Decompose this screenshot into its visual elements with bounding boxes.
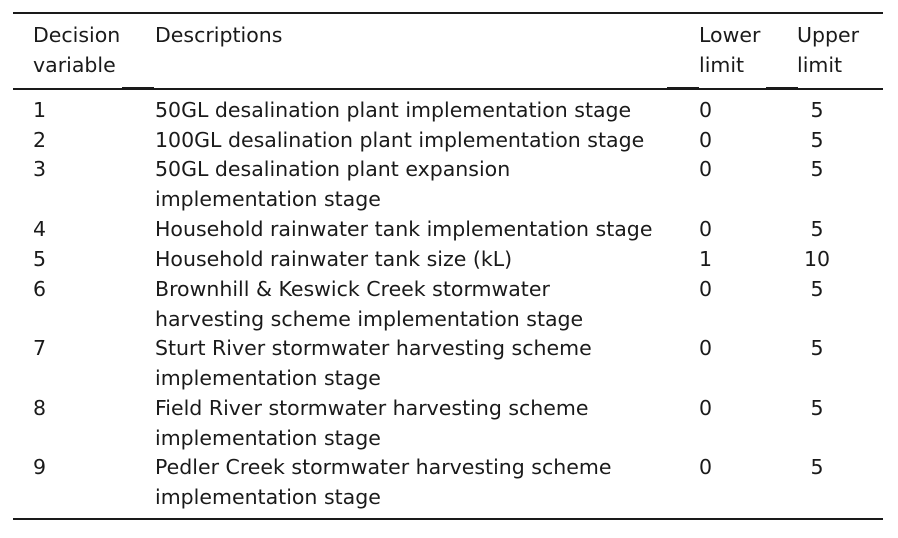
description-line: implementation stage xyxy=(155,186,381,211)
description-line: Field River stormwater harvesting scheme xyxy=(155,396,589,420)
row-lower-limit: 0 xyxy=(699,396,713,420)
header-lower-limit: Lower limit xyxy=(699,21,760,80)
row-upper-limit: 5 xyxy=(810,217,824,241)
description-line: Sturt River stormwater harvesting scheme xyxy=(155,336,592,360)
row-lower-limit: 0 xyxy=(699,336,713,360)
table-header-rule xyxy=(13,88,883,90)
header-decision-variable: Decision variable xyxy=(33,21,120,80)
row-lower-limit: 0 xyxy=(699,455,713,479)
row-upper-limit: 5 xyxy=(810,336,824,360)
description-line: Household rainwater tank size (kL) xyxy=(155,247,513,271)
description-line: Brownhill & Keswick Creek stormwater xyxy=(155,277,550,301)
row-description: 50GL desalination plant implementation s… xyxy=(155,96,631,126)
row-variable-id: 5 xyxy=(33,247,47,271)
header-line: Lower xyxy=(699,23,761,47)
header-upper-limit: Upper limit xyxy=(797,21,859,80)
row-upper-limit: 5 xyxy=(810,396,824,420)
description-line: 100GL desalination plant implementation … xyxy=(155,128,645,152)
row-lower-limit: 0 xyxy=(699,128,713,152)
header-rule-tick xyxy=(766,87,798,90)
header-line: variable xyxy=(33,52,116,77)
row-variable-id: 4 xyxy=(33,217,47,241)
row-variable-id: 2 xyxy=(33,128,47,152)
row-upper-limit: 5 xyxy=(810,455,824,479)
row-upper-limit: 5 xyxy=(810,98,824,122)
row-upper-limit: 5 xyxy=(810,157,824,181)
row-description: 50GL desalination plant expansion implem… xyxy=(155,155,510,214)
table-bottom-rule xyxy=(13,518,883,520)
row-lower-limit: 0 xyxy=(699,157,713,181)
row-description: Brownhill & Keswick Creek stormwater har… xyxy=(155,275,583,334)
row-description: Pedler Creek stormwater harvesting schem… xyxy=(155,453,611,512)
row-variable-id: 9 xyxy=(33,455,47,479)
header-line: limit xyxy=(699,52,745,77)
header-line: limit xyxy=(797,52,843,77)
description-line: implementation stage xyxy=(155,484,381,509)
row-variable-id: 3 xyxy=(33,157,47,181)
row-variable-id: 8 xyxy=(33,396,47,420)
description-line: harvesting scheme implementation stage xyxy=(155,306,584,331)
description-line: Household rainwater tank implementation … xyxy=(155,217,653,241)
header-line: Upper xyxy=(797,23,860,47)
row-upper-limit: 5 xyxy=(810,277,824,301)
description-line: Pedler Creek stormwater harvesting schem… xyxy=(155,455,612,479)
row-variable-id: 7 xyxy=(33,336,47,360)
description-line: implementation stage xyxy=(155,425,381,450)
header-rule-tick xyxy=(122,87,154,90)
row-description: Household rainwater tank implementation … xyxy=(155,215,652,245)
row-variable-id: 1 xyxy=(33,98,47,122)
row-upper-limit: 10 xyxy=(803,247,831,271)
header-rule-tick xyxy=(667,87,699,90)
description-line: 50GL desalination plant implementation s… xyxy=(155,98,632,122)
header-descriptions: Descriptions xyxy=(155,23,283,47)
row-variable-id: 6 xyxy=(33,277,47,301)
row-lower-limit: 0 xyxy=(699,98,713,122)
table-top-rule xyxy=(13,12,883,14)
row-lower-limit: 1 xyxy=(699,247,713,271)
header-line: Decision xyxy=(33,23,121,47)
description-line: 50GL desalination plant expansion xyxy=(155,157,511,181)
row-upper-limit: 5 xyxy=(810,128,824,152)
row-description: Sturt River stormwater harvesting scheme… xyxy=(155,334,592,393)
row-lower-limit: 0 xyxy=(699,277,713,301)
row-lower-limit: 0 xyxy=(699,217,713,241)
row-description: Household rainwater tank size (kL) xyxy=(155,245,512,275)
row-description: 100GL desalination plant implementation … xyxy=(155,126,644,156)
description-line: implementation stage xyxy=(155,365,381,390)
row-description: Field River stormwater harvesting scheme… xyxy=(155,394,588,453)
